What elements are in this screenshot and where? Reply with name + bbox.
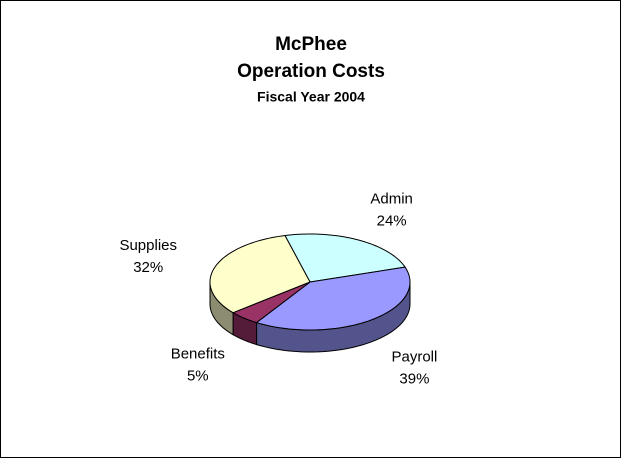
chart-title: Operation Costs [237, 61, 385, 82]
data-label: 32% [133, 259, 163, 276]
data-label-name: Supplies [119, 237, 177, 254]
slice [209, 234, 311, 314]
slice [284, 233, 406, 283]
data-label-name: Admin [370, 190, 413, 207]
data-label: 39% [399, 370, 429, 387]
slice [231, 281, 311, 324]
data-label: 5% [187, 367, 209, 384]
slice [255, 266, 411, 331]
chart-title: McPhee [275, 34, 347, 55]
data-label-name: Benefits [171, 345, 225, 362]
data-label: 24% [377, 212, 407, 229]
chart-subtitle: Fiscal Year 2004 [257, 89, 365, 105]
data-label-name: Payroll [391, 348, 437, 365]
